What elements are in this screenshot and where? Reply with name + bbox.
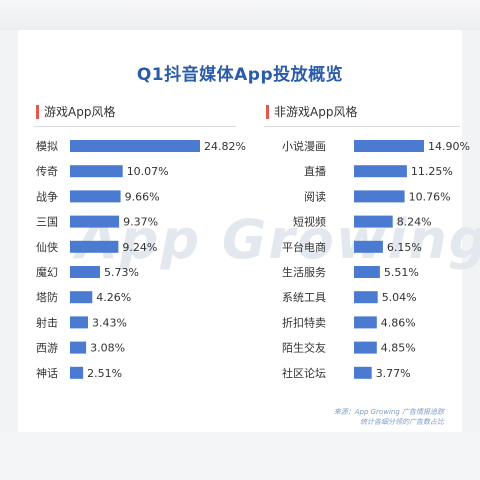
right-panel-divider	[264, 126, 460, 127]
nongame-bar	[354, 316, 377, 329]
nongame-value-label: 5.04%	[382, 291, 417, 304]
left-panel-divider	[34, 126, 236, 127]
source-line-1: 来源：App Growing 广告情报追踪	[333, 408, 444, 416]
nongame-value-label: 14.90%	[428, 140, 470, 153]
game-category-label: 传奇	[36, 165, 58, 178]
game-bar	[70, 291, 93, 304]
game-bar	[70, 215, 120, 228]
nongame-bar	[354, 266, 380, 278]
game-bar	[70, 341, 87, 354]
game-category-label: 神话	[36, 366, 58, 380]
nongame-value-label: 4.86%	[381, 316, 416, 329]
left-panel-title: 游戏App风格	[36, 104, 115, 120]
game-bar	[70, 316, 88, 329]
game-category-label: 射击	[36, 315, 58, 329]
nongame-category-label: 折扣特卖	[282, 315, 326, 329]
nongame-category-label: 陌生交友	[282, 341, 326, 355]
game-category-label: 三国	[36, 216, 58, 229]
game-bar	[70, 266, 100, 278]
game-bar	[70, 165, 123, 178]
game-bar	[70, 240, 119, 253]
game-value-label: 9.66%	[125, 190, 160, 203]
nongame-bar	[354, 165, 407, 178]
game-value-label: 3.08%	[90, 342, 125, 355]
bottom-band	[0, 432, 480, 480]
game-value-label: 5.73%	[104, 266, 139, 279]
nongame-value-label: 11.25%	[411, 165, 453, 178]
nongame-category-label: 系统工具	[282, 291, 326, 304]
nongame-category-label: 平台电商	[282, 240, 326, 254]
nongame-value-label: 10.76%	[409, 190, 451, 203]
game-category-label: 魔幻	[36, 265, 58, 279]
game-bar	[70, 190, 121, 203]
game-category-label: 西游	[36, 342, 58, 355]
nongame-value-label: 8.24%	[397, 216, 432, 229]
nongame-bar	[354, 215, 393, 228]
game-category-label: 仙侠	[36, 241, 58, 254]
game-value-label: 9.37%	[123, 216, 158, 229]
nongame-bar	[354, 366, 372, 379]
game-category-label: 塔防	[36, 290, 58, 304]
nongame-bar	[354, 291, 378, 304]
game-value-label: 2.51%	[87, 367, 122, 380]
game-value-label: 9.24%	[122, 241, 157, 254]
game-value-label: 3.43%	[92, 316, 127, 329]
right-panel-title: 非游戏App风格	[266, 104, 357, 120]
nongame-category-label: 短视频	[293, 215, 326, 229]
game-bar	[70, 140, 200, 152]
game-value-label: 24.82%	[204, 140, 246, 153]
nongame-category-label: 直播	[304, 164, 326, 178]
page-title: Q1抖音媒体App投放概览	[136, 65, 344, 85]
nongame-bar	[354, 140, 424, 152]
game-value-label: 10.07%	[127, 165, 169, 178]
top-band	[0, 0, 480, 30]
nongame-bar	[354, 190, 405, 203]
game-bar	[70, 366, 84, 379]
game-category-label: 战争	[36, 189, 58, 203]
nongame-value-label: 6.15%	[387, 241, 422, 254]
game-category-label: 模拟	[36, 139, 58, 153]
nongame-bar	[354, 341, 377, 354]
nongame-value-label: 3.77%	[376, 367, 411, 380]
nongame-category-label: 生活服务	[282, 265, 326, 279]
nongame-category-label: 阅读	[304, 189, 326, 203]
source-line-2: 统计各细分领的广告数占比	[360, 418, 444, 426]
chart-card	[18, 30, 462, 432]
nongame-value-label: 4.85%	[381, 342, 416, 355]
nongame-category-label: 小说漫画	[282, 139, 326, 153]
game-value-label: 4.26%	[96, 291, 131, 304]
nongame-category-label: 社区论坛	[282, 366, 326, 380]
nongame-value-label: 5.51%	[384, 266, 419, 279]
nongame-bar	[354, 240, 383, 253]
source-note: 来源：App Growing 广告情报追踪 统计各细分领的广告数占比	[334, 407, 444, 427]
